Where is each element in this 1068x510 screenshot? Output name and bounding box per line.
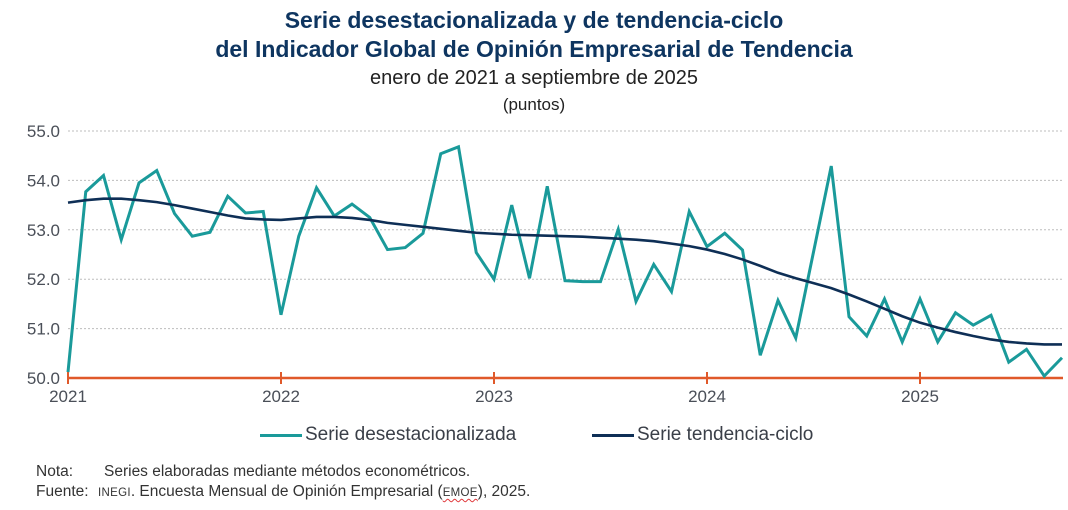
source-line: Fuente: INEGI. Encuesta Mensual de Opinió… <box>36 482 530 503</box>
y-tick-label: 50.0 <box>27 369 60 388</box>
series-line-desestacionalizada <box>66 144 1064 379</box>
x-tick-label: 2021 <box>49 387 87 406</box>
footnotes: Nota: Series elaboradas mediante métodos … <box>36 462 530 503</box>
x-axis: 2021 2022 2023 2024 2025 <box>49 372 1063 406</box>
note-label: Nota: <box>36 463 74 480</box>
chart-title-line2: del Indicador Global de Opinión Empresar… <box>215 36 853 62</box>
series-line-tendencia-ciclo <box>67 197 1062 346</box>
source-text-2: ), 2025. <box>477 483 531 500</box>
legend-item-desestacionalizada: Serie desestacionalizada <box>260 424 516 446</box>
note-line: Nota: Series elaboradas mediante métodos … <box>36 462 530 482</box>
note-text: Series elaboradas mediante métodos econo… <box>104 463 471 480</box>
y-tick-label: 51.0 <box>27 320 60 339</box>
legend-label-tendencia: Serie tendencia-ciclo <box>637 424 814 445</box>
source-text-1: . Encuesta Mensual de Opinión Empresaria… <box>130 483 443 500</box>
gridlines <box>68 130 1063 330</box>
chart-subtitle: enero de 2021 a septiembre de 2025 <box>369 67 699 89</box>
x-tick-label: 2023 <box>475 387 513 406</box>
legend-item-tendencia: Serie tendencia-ciclo <box>592 424 813 446</box>
x-tick-label: 2022 <box>262 387 300 406</box>
legend-swatch-tendencia <box>592 433 634 437</box>
legend-swatch-desestacionalizada <box>260 433 302 437</box>
y-tick-label: 54.0 <box>27 171 60 190</box>
y-tick-label: 55.0 <box>27 122 60 141</box>
chart-units: (puntos) <box>502 95 566 114</box>
x-tick-label: 2025 <box>901 387 939 406</box>
line-chart: 50.051.052.053.054.055.0 2021 2022 2023 202… <box>27 122 1064 406</box>
y-tick-label: 53.0 <box>27 221 60 240</box>
series-lines <box>66 144 1064 379</box>
y-tick-label: 52.0 <box>27 270 60 289</box>
y-axis-ticks: 50.0 51.0 52.0 53.0 54.0 55.0 <box>27 122 60 388</box>
source-org: INEGI <box>98 487 131 499</box>
legend-label-desestacionalizada: Serie desestacionalizada <box>305 424 517 445</box>
legend: Serie desestacionalizada Serie tendencia… <box>0 424 1068 450</box>
x-tick-label: 2024 <box>688 387 726 406</box>
source-label: Fuente: <box>36 483 89 500</box>
source-abbr: EMOE <box>442 487 478 499</box>
chart-title: Serie desestacionalizada y de tendencia-… <box>284 7 784 33</box>
